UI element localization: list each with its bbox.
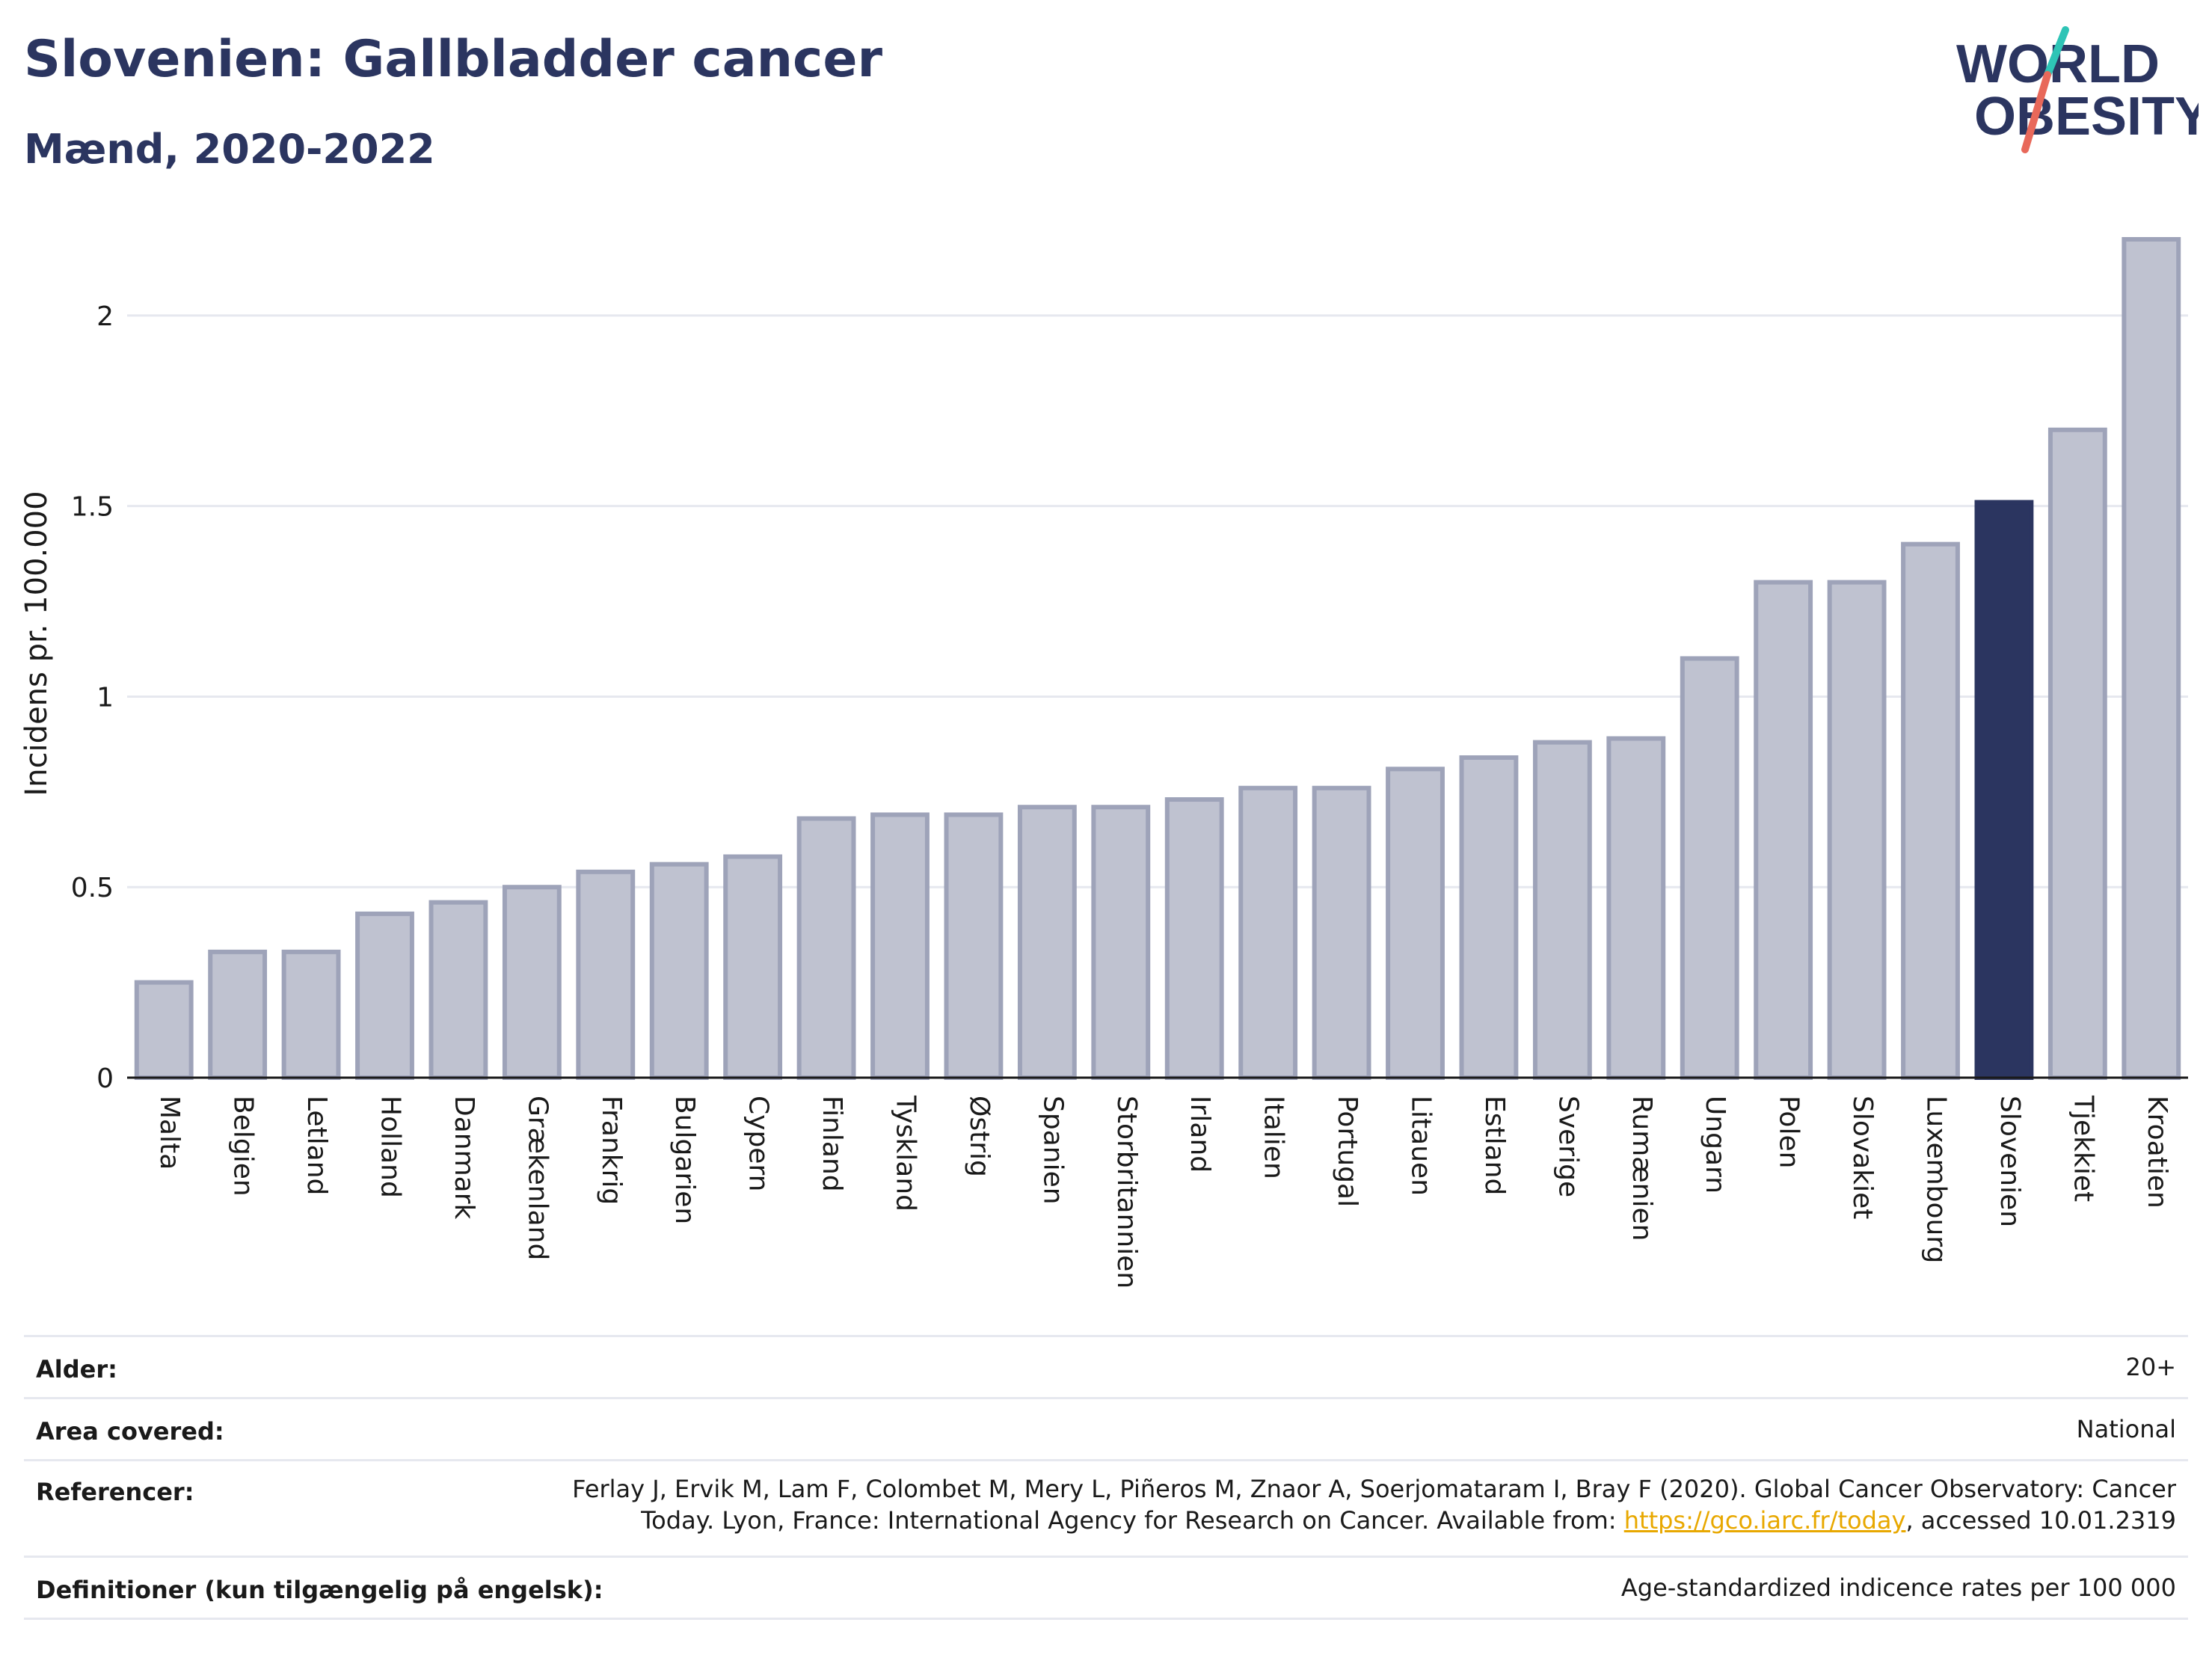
- y-tick-label: 0: [96, 1063, 114, 1094]
- x-tick-label: Irland: [1185, 1096, 1215, 1173]
- x-tick-label: Tjekkiet: [2068, 1095, 2098, 1202]
- x-tick-label: Slovenien: [1994, 1096, 2025, 1227]
- bar-slovakiet: [1827, 580, 1887, 1080]
- y-tick-labels: 0 0.5 1 1.5 2: [71, 301, 114, 1094]
- reference-line-2-post: , accessed 10.01.2319: [1905, 1506, 2176, 1535]
- x-tick-label: Luxembourg: [1921, 1096, 1952, 1263]
- bar-sverige: [1532, 740, 1592, 1080]
- bar-slovenien: [1974, 500, 2034, 1080]
- info-label-area: Area covered:: [36, 1417, 224, 1446]
- bar-spanien: [1017, 805, 1077, 1081]
- bar-finland: [796, 816, 856, 1080]
- x-tick-label: Tyskland: [891, 1095, 921, 1212]
- x-tick-label: Slovakiet: [1847, 1096, 1878, 1219]
- bar-bulgarien: [649, 862, 709, 1080]
- y-tick-label: 0.5: [71, 873, 114, 903]
- bar-luxembourg: [1901, 541, 1960, 1080]
- x-tick-label: Bulgarien: [669, 1096, 700, 1224]
- x-tick-label: Estland: [1479, 1096, 1510, 1195]
- bar-danmark: [428, 900, 488, 1081]
- logo-slash-bottom: [2021, 71, 2051, 153]
- world-obesity-logo: WORLD OBESITY: [1956, 26, 2199, 153]
- x-tick-label: Holland: [375, 1096, 406, 1198]
- y-axis-label: Incidens pr. 100.000: [19, 491, 54, 796]
- info-label-definitions: Definitioner (kun tilgængelig på engelsk…: [36, 1576, 603, 1604]
- x-tick-label: Litauen: [1406, 1096, 1437, 1196]
- info-value-references: Ferlay J, Ervik M, Lam F, Colombet M, Me…: [572, 1473, 2176, 1536]
- bar-kroatien: [2122, 237, 2181, 1080]
- bar-storbritannien: [1091, 805, 1151, 1081]
- bar-estland: [1459, 755, 1519, 1080]
- x-tick-label: Finland: [817, 1096, 847, 1192]
- reference-line-2-pre: Today. Lyon, France: International Agenc…: [641, 1506, 1624, 1535]
- x-tick-labels: Malta Belgien Letland Holland Danmark Grækenl…: [154, 1095, 2172, 1289]
- x-tick-label: Grækenland: [522, 1096, 553, 1260]
- bar-letland: [281, 949, 341, 1080]
- info-row-age: Alder: 20+: [24, 1337, 2188, 1399]
- x-tick-label: Kroatien: [2142, 1096, 2172, 1209]
- bar-østrig: [944, 812, 1004, 1081]
- x-tick-label: Danmark: [449, 1096, 479, 1220]
- bar-polen: [1754, 580, 1813, 1080]
- x-tick-label: Østrig: [964, 1096, 995, 1177]
- x-tick-label: Storbritannien: [1111, 1096, 1142, 1289]
- info-table: Alder: 20+ Area covered: National Refere…: [24, 1335, 2188, 1620]
- bar-malta: [134, 980, 194, 1081]
- x-tick-label: Belgien: [228, 1096, 259, 1197]
- y-tick-label: 1: [96, 682, 114, 713]
- reference-link[interactable]: https://gco.iarc.fr/today: [1623, 1506, 1906, 1535]
- x-tick-label: Cypern: [743, 1096, 774, 1191]
- x-tick-label: Polen: [1774, 1096, 1804, 1168]
- y-tick-label: 1.5: [71, 492, 114, 523]
- logo-slash-top: [2044, 26, 2069, 79]
- info-value-area: National: [2076, 1415, 2176, 1443]
- bar-italien: [1238, 785, 1298, 1081]
- bar-tjekkiet: [2047, 427, 2107, 1080]
- x-tick-label: Portugal: [1332, 1096, 1362, 1207]
- bar-cypern: [723, 854, 783, 1080]
- x-tick-label: Italien: [1259, 1096, 1289, 1179]
- bar-holland: [355, 911, 414, 1081]
- info-row-references: Referencer: Ferlay J, Ervik M, Lam F, Co…: [24, 1461, 2188, 1558]
- x-tick-label: Malta: [154, 1096, 185, 1170]
- reference-line-2: Today. Lyon, France: International Agenc…: [572, 1505, 2176, 1536]
- x-tick-label: Ungarn: [1700, 1096, 1730, 1194]
- bar-belgien: [208, 949, 268, 1080]
- bar-rumænien: [1606, 736, 1666, 1080]
- bar-litauen: [1386, 767, 1445, 1080]
- x-tick-label: Spanien: [1037, 1096, 1068, 1205]
- chart-title: Slovenien: Gallbladder cancer: [24, 30, 882, 89]
- x-tick-label: Sverige: [1552, 1096, 1583, 1197]
- info-value-definitions: Age-standardized indicence rates per 100…: [1620, 1573, 2176, 1602]
- bar-portugal: [1312, 785, 1371, 1081]
- info-value-age: 20+: [2125, 1353, 2176, 1381]
- bar-ungarn: [1680, 656, 1739, 1080]
- logo-line2: OBESITY: [1974, 87, 2199, 147]
- bars: [134, 237, 2181, 1081]
- x-tick-label: Letland: [301, 1096, 332, 1195]
- chart-subtitle: Mænd, 2020-2022: [24, 126, 435, 173]
- y-tick-label: 2: [96, 301, 114, 332]
- bar-frankrig: [576, 869, 636, 1080]
- info-label-age: Alder:: [36, 1355, 117, 1384]
- x-tick-label: Frankrig: [596, 1096, 627, 1205]
- bar-tyskland: [870, 812, 930, 1081]
- x-tick-label: Rumænien: [1626, 1096, 1657, 1241]
- info-row-area: Area covered: National: [24, 1399, 2188, 1461]
- bar-chart: 0 0.5 1 1.5 2 Malta Belgien Letland Holland Danm…: [19, 237, 2188, 1289]
- bar-grækenland: [502, 885, 562, 1081]
- bar-irland: [1164, 797, 1224, 1081]
- info-label-references: Referencer:: [36, 1478, 194, 1506]
- reference-line-1: Ferlay J, Ervik M, Lam F, Colombet M, Me…: [572, 1475, 2176, 1503]
- info-row-definitions: Definitioner (kun tilgængelig på engelsk…: [24, 1558, 2188, 1620]
